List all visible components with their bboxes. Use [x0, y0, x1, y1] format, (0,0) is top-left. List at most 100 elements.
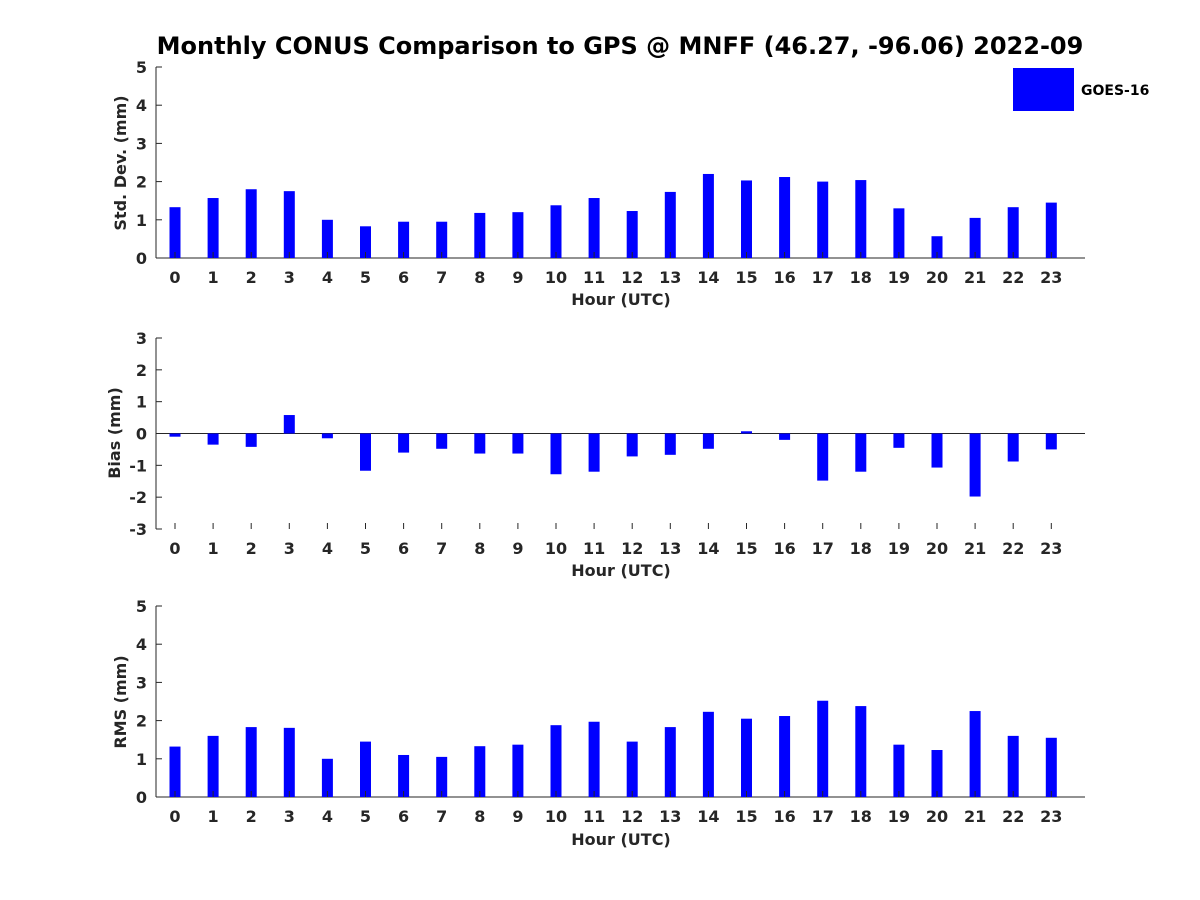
bar-hour-3 — [283, 727, 295, 797]
bar-hour-10 — [550, 725, 562, 797]
x-tick-label: 19 — [888, 268, 910, 287]
bar-hour-9 — [512, 433, 524, 454]
bar-hour-13 — [664, 433, 676, 455]
x-tick-label: 21 — [964, 807, 986, 826]
x-tick-label: 20 — [926, 268, 948, 287]
bar-hour-13 — [664, 191, 676, 258]
bar-hour-16 — [779, 177, 791, 258]
bar-hour-15 — [741, 718, 752, 797]
x-tick-label: 0 — [169, 539, 180, 558]
x-tick-label: 11 — [583, 807, 605, 826]
bar-hour-16 — [779, 433, 791, 440]
y-tick-label: 1 — [136, 211, 147, 230]
bar-hour-14 — [702, 433, 714, 449]
y-axis-label: RMS (mm) — [111, 655, 130, 748]
x-tick-label: 10 — [545, 539, 567, 558]
x-tick-label: 13 — [659, 268, 681, 287]
x-tick-label: 22 — [1002, 268, 1024, 287]
bar-hour-23 — [1045, 202, 1057, 258]
bar-hour-4 — [321, 219, 333, 258]
bar-hour-15 — [741, 431, 752, 434]
x-tick-label: 6 — [398, 807, 409, 826]
x-axis-label: Hour (UTC) — [571, 561, 671, 580]
x-tick-label: 6 — [398, 539, 409, 558]
x-tick-label: 12 — [621, 539, 643, 558]
x-tick-label: 5 — [360, 539, 371, 558]
y-tick-label: 0 — [136, 788, 147, 807]
x-tick-label: 17 — [812, 539, 834, 558]
bar-hour-2 — [245, 189, 257, 258]
x-tick-label: 10 — [545, 807, 567, 826]
bar-hour-5 — [360, 433, 371, 471]
y-tick-label: 3 — [136, 134, 147, 153]
bar-hour-6 — [398, 221, 410, 258]
bar-hour-7 — [436, 756, 448, 797]
bar-hour-2 — [245, 727, 257, 797]
x-tick-label: 22 — [1002, 807, 1024, 826]
x-tick-label: 20 — [926, 539, 948, 558]
bar-hour-8 — [474, 433, 486, 454]
bar-hour-21 — [969, 433, 981, 497]
bar-hour-20 — [931, 750, 943, 797]
x-tick-label: 16 — [773, 539, 795, 558]
x-tick-label: 7 — [436, 268, 447, 287]
bar-hour-0 — [169, 746, 181, 797]
bar-hour-14 — [702, 173, 714, 258]
y-tick-label: -1 — [129, 456, 147, 475]
x-tick-label: 12 — [621, 268, 643, 287]
bar-hour-9 — [512, 212, 524, 258]
x-tick-label: 14 — [697, 807, 719, 826]
y-tick-label: 4 — [136, 96, 147, 115]
bar-hour-22 — [1007, 433, 1019, 462]
bar-hour-19 — [893, 433, 905, 448]
x-tick-label: 15 — [735, 807, 757, 826]
bar-hour-19 — [893, 208, 905, 258]
y-tick-label: 3 — [136, 329, 147, 348]
y-tick-label: 0 — [136, 425, 147, 444]
bar-hour-9 — [512, 744, 524, 797]
bar-hour-10 — [550, 433, 562, 475]
y-tick-label: 0 — [136, 249, 147, 268]
x-tick-label: 6 — [398, 268, 409, 287]
y-tick-label: 2 — [136, 173, 147, 192]
x-tick-label: 7 — [436, 807, 447, 826]
x-tick-label: 8 — [474, 807, 485, 826]
x-tick-label: 16 — [773, 807, 795, 826]
bar-hour-12 — [626, 433, 638, 457]
bar-hour-2 — [245, 433, 257, 447]
x-tick-label: 22 — [1002, 539, 1024, 558]
y-tick-label: 3 — [136, 673, 147, 692]
bar-hour-6 — [398, 433, 410, 453]
x-tick-label: 23 — [1040, 807, 1062, 826]
x-tick-label: 13 — [659, 807, 681, 826]
bar-hour-7 — [436, 221, 448, 258]
bar-hour-0 — [169, 207, 181, 258]
x-tick-label: 18 — [850, 268, 872, 287]
bar-hour-16 — [779, 716, 791, 797]
y-tick-label: -2 — [129, 488, 147, 507]
x-tick-label: 2 — [246, 268, 257, 287]
figure-title: Monthly CONUS Comparison to GPS @ MNFF (… — [157, 32, 1084, 60]
bar-hour-23 — [1045, 433, 1057, 450]
bar-hour-4 — [321, 758, 333, 797]
bar-hour-11 — [588, 433, 600, 472]
x-tick-label: 16 — [773, 268, 795, 287]
bar-hour-17 — [817, 700, 829, 797]
bar-hour-21 — [969, 217, 981, 258]
bar-hour-18 — [855, 180, 867, 258]
y-tick-label: 1 — [136, 393, 147, 412]
bar-hour-3 — [283, 415, 295, 434]
x-tick-label: 5 — [360, 807, 371, 826]
x-tick-label: 7 — [436, 539, 447, 558]
y-tick-label: 4 — [136, 635, 147, 654]
x-tick-label: 4 — [322, 539, 333, 558]
x-tick-label: 19 — [888, 807, 910, 826]
x-tick-label: 12 — [621, 807, 643, 826]
x-tick-label: 9 — [512, 807, 523, 826]
x-tick-label: 3 — [284, 807, 295, 826]
y-tick-label: 5 — [136, 58, 147, 77]
